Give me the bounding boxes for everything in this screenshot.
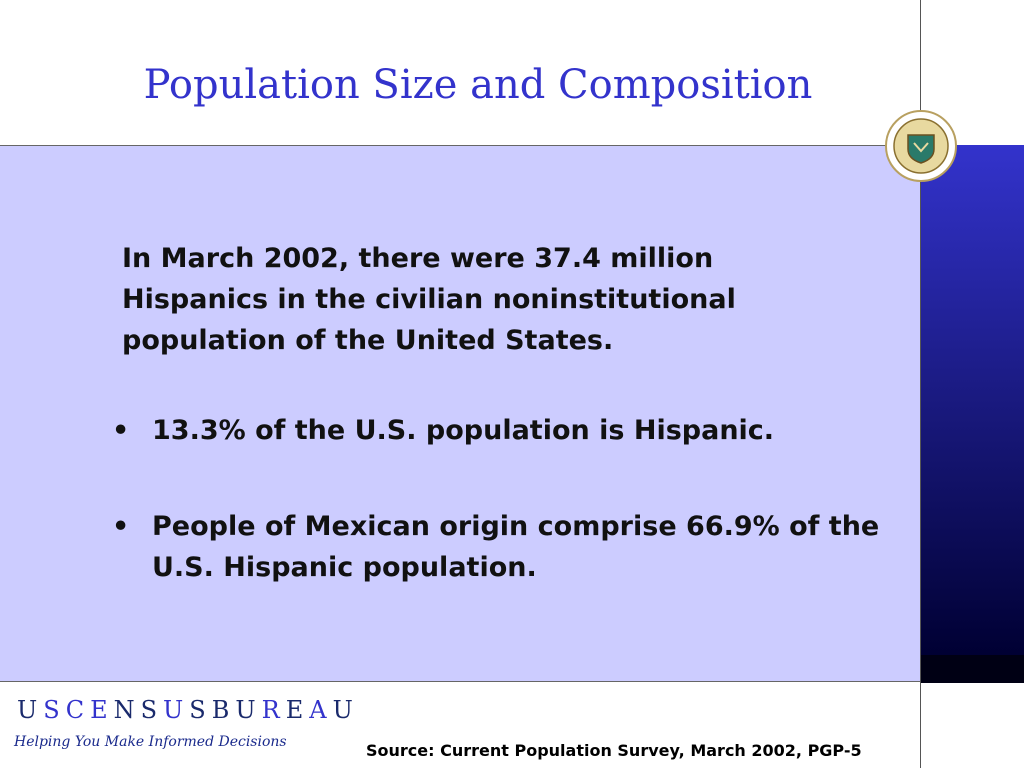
brand-letter: A bbox=[309, 696, 328, 724]
sidebar bbox=[921, 145, 1024, 655]
brand-letter: N bbox=[113, 696, 136, 724]
brand-letter: R bbox=[261, 696, 281, 724]
sidebar-foot bbox=[921, 655, 1024, 683]
bullet: People of Mexican origin comprise 66.9% … bbox=[112, 506, 882, 588]
slide-title: Population Size and Composition bbox=[143, 62, 813, 108]
brand-letter: E bbox=[285, 696, 305, 724]
seal bbox=[885, 110, 957, 182]
brand-letter: U bbox=[332, 696, 354, 724]
bullet: 13.3% of the U.S. population is Hispanic… bbox=[112, 410, 882, 451]
brand-letter: S bbox=[189, 696, 207, 724]
brand-letter: U bbox=[235, 696, 257, 724]
tagline: Helping You Make Informed Decisions bbox=[14, 734, 287, 750]
brand-letter: E bbox=[90, 696, 109, 724]
brand-letter: C bbox=[65, 696, 86, 724]
bullet-list: 13.3% of the U.S. population is Hispanic… bbox=[112, 410, 882, 643]
brand-letter: U bbox=[163, 696, 185, 724]
divider bbox=[920, 0, 921, 768]
intro-text: In March 2002, there were 37.4 million H… bbox=[122, 243, 736, 356]
brand-letter: B bbox=[211, 696, 231, 724]
brand-letter: S bbox=[43, 696, 61, 724]
brand-letter: S bbox=[140, 696, 159, 724]
brand-letter: U bbox=[17, 696, 39, 724]
source-note: Source: Current Population Survey, March… bbox=[366, 741, 862, 760]
